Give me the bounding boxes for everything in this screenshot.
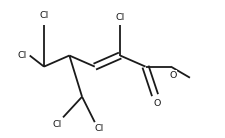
Text: Cl: Cl bbox=[52, 120, 61, 129]
Text: O: O bbox=[153, 99, 160, 108]
Text: Cl: Cl bbox=[39, 11, 48, 20]
Text: Cl: Cl bbox=[94, 124, 103, 133]
Text: O: O bbox=[169, 71, 176, 80]
Text: Cl: Cl bbox=[18, 51, 27, 60]
Text: Cl: Cl bbox=[115, 13, 124, 22]
